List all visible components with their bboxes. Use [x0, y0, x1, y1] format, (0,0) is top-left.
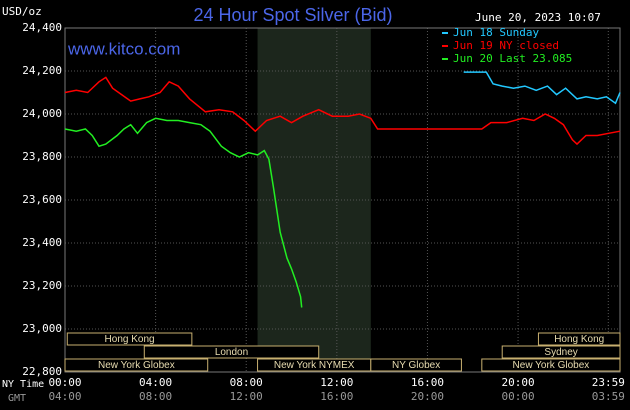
y-axis-label: USD/oz [2, 5, 42, 18]
x2-tick-label: 12:00 [230, 390, 263, 403]
session-label: London [215, 347, 248, 358]
session-label: Hong Kong [554, 334, 604, 345]
session-box [537, 332, 621, 346]
y-tick-label: 23,400 [22, 236, 62, 249]
x2-tick-label: 16:00 [320, 390, 353, 403]
session-box [64, 358, 209, 372]
x2-tick-label: 04:00 [48, 390, 81, 403]
series-line [463, 71, 621, 105]
session-box [481, 358, 621, 372]
y-tick-label: 23,200 [22, 279, 62, 292]
session-label: New York NYMEX [274, 360, 355, 371]
x-tick-label: 16:00 [411, 376, 444, 389]
legend-label: Jun 20 Last 23.085 [453, 52, 572, 65]
y-tick-label: 23,000 [22, 322, 62, 335]
y-tick-label: 22,800 [22, 365, 62, 378]
y-tick-label: 24,200 [22, 64, 62, 77]
x-tick-label: 12:00 [320, 376, 353, 389]
series-line [64, 117, 303, 308]
legend-label: Jun 18 Sunday [453, 26, 539, 39]
session-label: Sydney [544, 347, 577, 358]
session-label: NY Globex [392, 360, 440, 371]
x-tick-label: 20:00 [501, 376, 534, 389]
x-tick-label: 23:59 [592, 376, 625, 389]
x-tick-label: 04:00 [139, 376, 172, 389]
chart-title: 24 Hour Spot Silver (Bid) [193, 5, 392, 25]
y-tick-label: 24,000 [22, 107, 62, 120]
y-tick-label: 24,400 [22, 21, 62, 34]
session-box [370, 358, 462, 372]
x-axis-label: NY Time [2, 379, 44, 390]
legend-label: Jun 19 NY closed [453, 39, 559, 52]
timestamp: June 20, 2023 10:07 [475, 11, 601, 24]
x2-tick-label: 00:00 [501, 390, 534, 403]
x2-tick-label: 20:00 [411, 390, 444, 403]
x-tick-label: 08:00 [230, 376, 263, 389]
session-box [143, 345, 320, 359]
plot-frame [64, 27, 621, 373]
watermark: www.kitco.com [67, 39, 180, 58]
x2-axis-label: GMT [8, 393, 26, 404]
x2-tick-label: 08:00 [139, 390, 172, 403]
x-tick-label: 00:00 [48, 376, 81, 389]
session-label: New York Globex [513, 360, 590, 371]
series-line [64, 76, 621, 146]
session-label: Hong Kong [105, 334, 155, 345]
session-box [66, 332, 193, 346]
y-tick-label: 23,800 [22, 150, 62, 163]
y-tick-label: 23,600 [22, 193, 62, 206]
session-box [501, 345, 621, 359]
x2-tick-label: 03:59 [592, 390, 625, 403]
session-label: New York Globex [98, 360, 175, 371]
